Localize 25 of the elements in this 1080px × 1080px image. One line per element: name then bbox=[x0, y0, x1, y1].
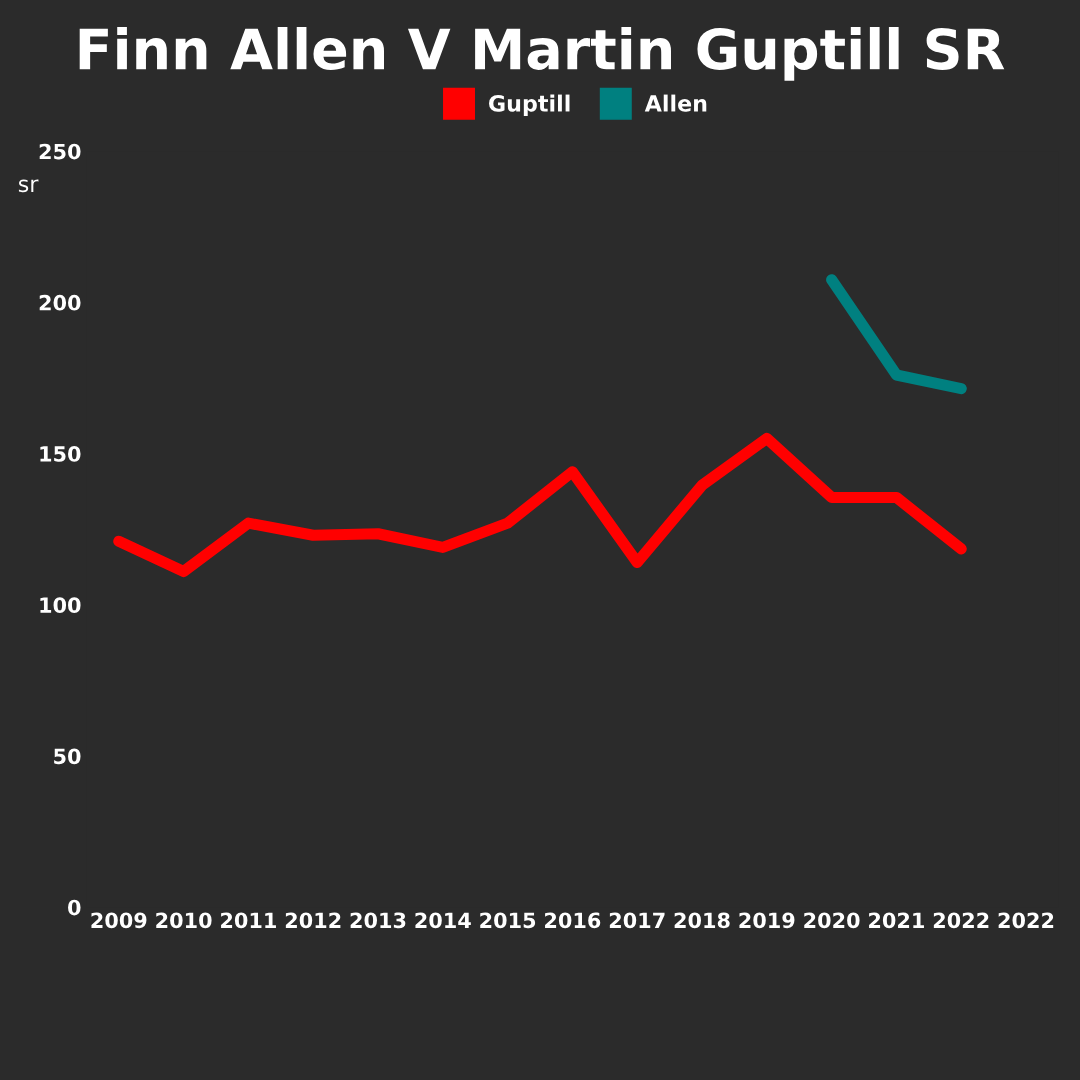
legend-label: Allen bbox=[644, 94, 707, 112]
y-tick-label: 100 bbox=[40, 597, 81, 614]
y-tick-label: 50 bbox=[54, 748, 81, 765]
x-tick-label: 2019 bbox=[739, 912, 795, 929]
y-tick-label: 0 bbox=[68, 899, 81, 916]
y-axis-title: sr bbox=[18, 179, 39, 193]
x-tick-label: 2010 bbox=[156, 912, 212, 929]
x-tick-label: 2017 bbox=[609, 912, 665, 929]
y-tick-label: 150 bbox=[40, 446, 81, 462]
x-tick-label: 2018 bbox=[674, 912, 730, 929]
x-tick-label: 2022 bbox=[998, 912, 1054, 929]
x-tick-label: 2013 bbox=[350, 912, 406, 929]
x-tick-label: 2009 bbox=[91, 912, 147, 929]
x-tick-label: 2015 bbox=[480, 912, 536, 929]
x-tick-label: 2021 bbox=[869, 912, 924, 929]
x-tick-label: 2014 bbox=[415, 912, 471, 929]
y-tick-label: 250 bbox=[39, 143, 81, 160]
x-tick-label: 2020 bbox=[804, 912, 860, 929]
x-tick-label: 2016 bbox=[545, 912, 601, 929]
legend-label: Guptill bbox=[489, 94, 570, 117]
x-tick-label: 2011 bbox=[221, 912, 276, 929]
x-tick-label: 2012 bbox=[285, 912, 341, 929]
x-tick-label: 2022 bbox=[933, 912, 989, 929]
y-tick-label: 200 bbox=[39, 294, 81, 311]
chart-title: Finn Allen V Martin Guptill SR bbox=[79, 27, 1005, 81]
